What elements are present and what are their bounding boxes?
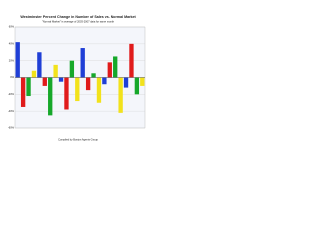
bar bbox=[102, 77, 107, 85]
bar bbox=[64, 77, 69, 110]
bar bbox=[91, 73, 96, 78]
bar bbox=[42, 77, 47, 86]
bar bbox=[134, 77, 140, 95]
bar bbox=[113, 56, 118, 78]
bar bbox=[140, 77, 145, 86]
bar bbox=[20, 77, 26, 107]
bar bbox=[75, 77, 80, 102]
bar bbox=[107, 62, 112, 78]
bar bbox=[37, 52, 42, 78]
footer: Compiled by Boston Agents Group bbox=[58, 138, 98, 142]
bar bbox=[80, 48, 85, 78]
bar bbox=[129, 43, 134, 78]
bar bbox=[48, 77, 53, 116]
bar bbox=[53, 64, 58, 78]
bar bbox=[31, 70, 37, 78]
chart: Westminster Percent Change in Number of … bbox=[0, 0, 150, 150]
y-tick-label: 0% bbox=[10, 75, 14, 79]
y-tick-label: -40% bbox=[8, 109, 15, 113]
y-tick-label: -60% bbox=[8, 126, 15, 130]
y-tick-label: 40% bbox=[9, 42, 15, 46]
bar bbox=[123, 77, 129, 88]
chart-title: Westminster Percent Change in Number of … bbox=[20, 15, 136, 19]
bar bbox=[26, 77, 31, 97]
bar bbox=[118, 77, 123, 113]
bar bbox=[85, 77, 91, 91]
bar bbox=[69, 60, 75, 78]
bar bbox=[96, 77, 102, 103]
bar bbox=[15, 42, 20, 78]
y-tick-label: 20% bbox=[9, 58, 15, 62]
y-tick-label: -20% bbox=[8, 92, 15, 96]
chart-subtitle: "Normal Market" is average of 2003-2007 … bbox=[42, 20, 115, 24]
y-tick-label: 60% bbox=[9, 25, 15, 29]
bar bbox=[58, 77, 64, 82]
